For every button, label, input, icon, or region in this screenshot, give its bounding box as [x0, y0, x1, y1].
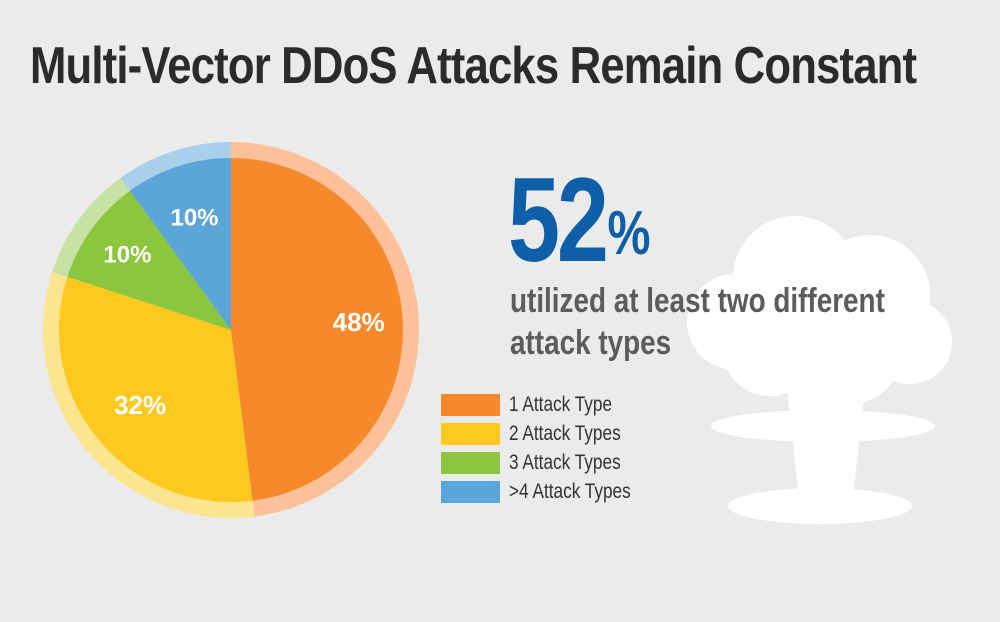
pie-slice-1-attack-type: [231, 158, 403, 501]
pie-chart: 48% 32% 10% 10%: [42, 142, 420, 519]
legend-label: 3 Attack Types: [509, 450, 621, 474]
pie-label-3-attack-types: 10%: [103, 241, 151, 268]
page-title: Multi-Vector DDoS Attacks Remain Constan…: [30, 37, 917, 95]
legend-item-3-attack-types: 3 Attack Types: [441, 448, 657, 477]
stat-number: 52: [508, 153, 609, 287]
stat-percent-sign: %: [607, 199, 651, 268]
stat-description: utilized at least two different attack t…: [510, 282, 885, 362]
legend-swatch: [441, 393, 500, 416]
pie-slice-2-attack-types: [59, 276, 253, 502]
pie-slice-4-attack-types: [129, 158, 231, 330]
legend-item-4-plus-attack-types: >4 Attack Types: [441, 477, 657, 506]
legend-swatch: [441, 480, 500, 503]
legend-swatch: [441, 451, 500, 474]
pie-slices: [59, 158, 403, 502]
pie-label-4-attack-types: 10%: [170, 204, 218, 231]
pie-labels: 48% 32% 10% 10%: [103, 204, 384, 420]
legend-item-2-attack-types: 2 Attack Types: [441, 419, 657, 448]
pie-label-1-attack-type: 48%: [333, 307, 385, 337]
legend-label: 2 Attack Types: [509, 421, 621, 445]
pie-label-2-attack-types: 32%: [114, 390, 166, 420]
pie-slice-3-attack-types: [67, 190, 231, 330]
stat-value: 52%: [508, 160, 650, 280]
legend-label: 1 Attack Type: [509, 392, 613, 416]
chart-legend: 1 Attack Type 2 Attack Types 3 Attack Ty…: [441, 390, 657, 506]
legend-item-1-attack-type: 1 Attack Type: [441, 390, 657, 419]
legend-swatch: [441, 422, 500, 445]
legend-label: >4 Attack Types: [509, 479, 631, 503]
